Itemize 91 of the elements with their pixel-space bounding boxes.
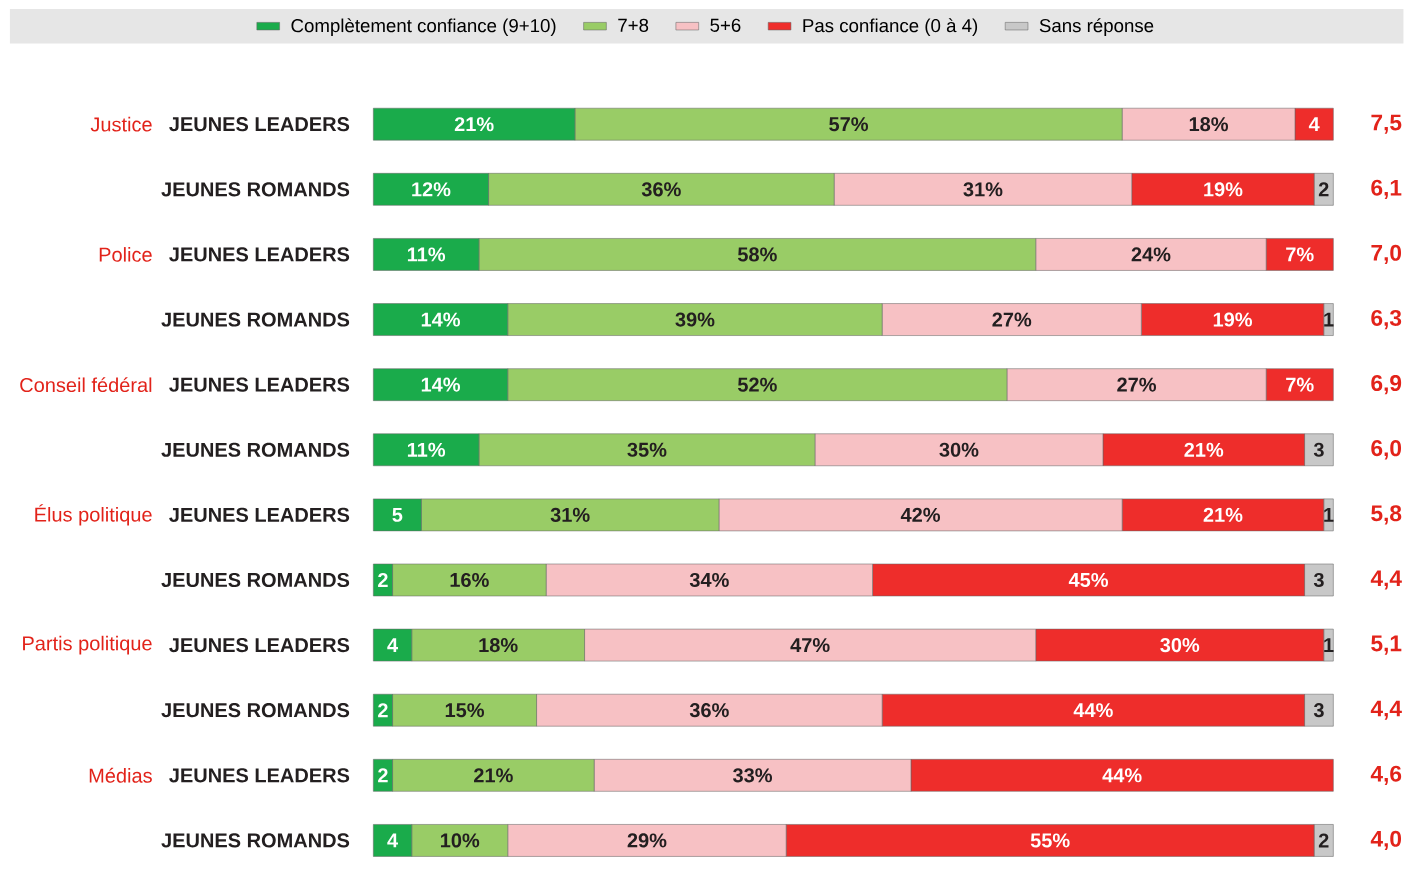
text: 4,0 — [1370, 830, 1402, 851]
text: 6,3 — [1371, 309, 1402, 330]
y-tick-label: JEUNES ROMANDS — [161, 312, 350, 327]
data-label: 1 — [1324, 507, 1334, 522]
y-tick-label: JEUNES LEADERS — [169, 507, 350, 522]
data-label: 3 — [1313, 703, 1324, 718]
text: Police — [99, 247, 152, 262]
data-label: 10% — [440, 833, 480, 848]
text: 6,9 — [1371, 374, 1402, 395]
data-label: 3 — [1313, 572, 1324, 588]
text: 6,1 — [1371, 179, 1402, 199]
data-label: 29% — [627, 833, 667, 848]
data-label: 31% — [963, 182, 1003, 197]
data-label: 1 — [1324, 312, 1334, 327]
legend-label: Sans réponse — [1039, 18, 1154, 36]
data-label: 12% — [412, 182, 451, 197]
data-label: 19% — [1213, 312, 1253, 327]
text: 6,0 — [1371, 440, 1402, 460]
data-label: 21% — [1184, 442, 1224, 457]
data-label: 24% — [1131, 247, 1171, 262]
data-label: 39% — [675, 312, 715, 327]
text: 7,5 — [1371, 114, 1402, 134]
text: Médias — [89, 767, 152, 783]
data-label: 42% — [900, 507, 941, 522]
data-label: 34% — [689, 572, 729, 588]
text: 5,1 — [1371, 635, 1402, 655]
data-label: 2 — [378, 573, 388, 587]
text: Conseil fédéral — [20, 377, 152, 393]
y-tick-label: JEUNES ROMANDS — [161, 442, 350, 457]
legend-label: Pas confiance (0 à 4) — [803, 18, 978, 36]
y-tick-label: JEUNES LEADERS — [169, 638, 350, 653]
data-label: 47% — [790, 638, 830, 653]
data-label: 58% — [737, 247, 777, 262]
data-label: 19% — [1204, 182, 1243, 197]
data-label: 33% — [732, 768, 773, 783]
y-tick-label: JEUNES LEADERS — [169, 247, 350, 262]
data-label: 11% — [407, 247, 446, 262]
y-tick-label: JEUNES LEADERS — [169, 768, 350, 783]
data-label: 3 — [1313, 442, 1324, 457]
y-tick-label: JEUNES ROMANDS — [161, 833, 350, 848]
data-label: 2 — [1318, 182, 1329, 197]
data-label: 27% — [1117, 377, 1157, 392]
y-tick-label: JEUNES ROMANDS — [161, 182, 350, 197]
data-label: 14% — [421, 377, 461, 392]
data-label: 18% — [1189, 117, 1229, 132]
text: 4,4 — [1370, 570, 1402, 590]
y-tick-label: JEUNES LEADERS — [169, 117, 350, 132]
data-label: 57% — [829, 117, 869, 132]
data-label: 55% — [1030, 833, 1070, 848]
legend-label: 7+8 — [618, 18, 649, 32]
legend-label: Complètement confiance (9+10) — [291, 18, 556, 36]
text: 5,8 — [1371, 505, 1402, 525]
data-label: 2 — [378, 768, 388, 783]
data-label: 21% — [1203, 507, 1243, 522]
y-tick-label: JEUNES ROMANDS — [161, 703, 350, 718]
data-label: 4 — [387, 833, 398, 848]
data-label: 30% — [1160, 638, 1200, 653]
data-label: 5 — [392, 507, 403, 522]
data-label: 15% — [445, 703, 485, 718]
text: 4,4 — [1370, 700, 1402, 720]
data-label: 7% — [1286, 377, 1314, 392]
data-label: 52% — [737, 377, 777, 392]
y-tick-label: JEUNES ROMANDS — [161, 572, 350, 588]
data-label: 7% — [1286, 247, 1314, 262]
data-label: 30% — [939, 442, 979, 457]
data-label: 18% — [479, 638, 518, 653]
legend-label: 5+6 — [710, 18, 741, 32]
data-label: 31% — [550, 507, 590, 522]
data-label: 36% — [641, 182, 681, 197]
text: Justice — [90, 116, 152, 132]
text: Partis politique — [23, 635, 152, 655]
data-label: 14% — [421, 312, 461, 327]
data-label: 35% — [627, 442, 667, 457]
data-label: 4 — [387, 638, 398, 652]
text: 7,0 — [1371, 244, 1402, 265]
data-label: 44% — [1102, 768, 1142, 783]
data-label: 16% — [450, 572, 489, 588]
text: 4,6 — [1370, 765, 1402, 785]
data-label: 4 — [1308, 117, 1320, 132]
data-label: 36% — [689, 703, 729, 718]
data-label: 1 — [1324, 638, 1334, 652]
data-label: 2 — [378, 703, 388, 718]
data-label: 2 — [1318, 833, 1329, 848]
data-label: 21% — [454, 117, 494, 132]
y-tick-label: JEUNES LEADERS — [169, 377, 350, 392]
data-label: 44% — [1073, 703, 1113, 718]
text: Élus politique — [35, 504, 152, 526]
data-label: 45% — [1068, 572, 1109, 588]
data-label: 11% — [407, 442, 446, 457]
data-label: 27% — [992, 312, 1032, 327]
data-label: 21% — [474, 768, 513, 783]
